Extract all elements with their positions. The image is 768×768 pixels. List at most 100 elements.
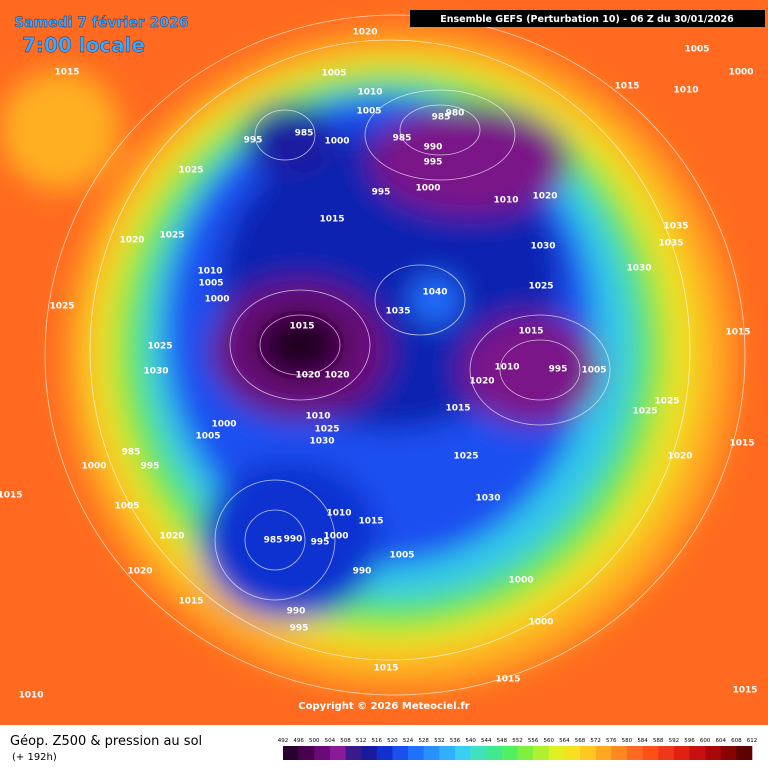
colorbar-tick-label: 544 (481, 738, 492, 744)
isobar-label: 1005 (114, 502, 139, 512)
colorbar-swatch (642, 746, 659, 760)
isobar-label: 1000 (211, 420, 236, 430)
time: 7:00 locale (22, 33, 145, 57)
isobar-label: 980 (446, 109, 465, 119)
colorbar-tick-label: 536 (450, 738, 461, 744)
isobar-label: 1000 (528, 618, 553, 628)
colorbar-tick-label: 540 (465, 738, 476, 744)
colorbar-swatch (533, 746, 550, 760)
isobar-label: 1015 (0, 491, 23, 501)
isobar-label: 1010 (357, 88, 382, 98)
colorbar-swatch (580, 746, 596, 760)
colorbar-tick-label: 532 (434, 738, 445, 744)
isobar-label: 1025 (654, 397, 679, 407)
isobar-label: 1035 (385, 307, 410, 317)
isobar-label: 1015 (358, 517, 383, 527)
colorbar-tick-label: 564 (559, 738, 570, 744)
isobar-label: 1005 (356, 107, 381, 117)
isobar-label: 990 (353, 567, 372, 577)
isobar-label: 1010 (494, 363, 519, 373)
isobar-label: 1040 (422, 288, 447, 298)
colorbar-tick-label: 600 (700, 738, 711, 744)
colorbar-tick-label: 520 (387, 738, 398, 744)
colorbar: 492 496 500 504 508 512 516 520 524 528 532 536 540 5… (278, 738, 757, 760)
colorbar-swatch (298, 746, 315, 760)
colorbar-tick-label: 592 (669, 738, 680, 744)
isobar-label: 1005 (321, 69, 346, 79)
colorbar-swatch (736, 746, 753, 760)
colorbar-tick-label: 572 (590, 738, 601, 744)
colorbar-swatch (501, 746, 518, 760)
isobar-label: 1020 (667, 452, 692, 462)
isobar-label: 1020 (159, 532, 184, 542)
isobar-label: 1015 (518, 327, 543, 337)
isobar-label: 995 (244, 136, 263, 146)
colorbar-swatch (720, 746, 737, 760)
isobar-label: 1020 (127, 567, 152, 577)
colorbar-swatch (345, 746, 362, 760)
isobar-label: 1030 (309, 437, 334, 447)
isobar-label: 995 (424, 158, 443, 168)
colorbar-tick-label: 580 (622, 738, 633, 744)
isobar-label: 985 (264, 536, 283, 546)
colorbar-swatch (486, 746, 503, 760)
colorbar-swatch (314, 746, 331, 760)
isobar-label: 1000 (508, 576, 533, 586)
colorbar-swatch (329, 746, 346, 760)
isobar-label: 1005 (389, 551, 414, 561)
colorbar-tick-label: 516 (372, 738, 383, 744)
isobar-label: 1020 (532, 192, 557, 202)
isobar-label: 1025 (178, 166, 203, 176)
colorbar-swatch (611, 746, 628, 760)
isobar-label: 1025 (147, 342, 172, 352)
colorbar-swatch (689, 746, 706, 760)
colorbar-swatch (439, 746, 456, 760)
colorbar-swatch (595, 746, 612, 760)
isobar-label: 1000 (323, 532, 348, 542)
isobar-label: 995 (290, 624, 309, 634)
isobar-label: 995 (549, 365, 568, 375)
isobar-label: 1000 (81, 462, 106, 472)
colorbar-tick-label: 512 (356, 738, 367, 744)
isobar-label: 1010 (493, 196, 518, 206)
isobar-label: 990 (424, 143, 443, 153)
run-info: Ensemble GEFS (Perturbation 10) - 06 Z d… (440, 14, 734, 25)
colorbar-swatch (626, 746, 643, 760)
isobar-label: 1035 (658, 239, 683, 249)
footer-title: Géop. Z500 & pression au sol (10, 734, 202, 749)
colorbar-tick-label: 492 (278, 738, 289, 744)
colorbar-swatch (564, 746, 581, 760)
isobar-label: 1000 (728, 68, 753, 78)
isobar-label: 1025 (314, 425, 339, 435)
colorbar-tick-label: 508 (340, 738, 351, 744)
footer-subtitle: (+ 192h) (12, 752, 57, 763)
isobar-label: 1015 (729, 439, 754, 449)
colorbar-swatch (283, 746, 299, 760)
isobar-label: 1005 (581, 366, 606, 376)
date: Samedi 7 février 2026 (14, 15, 189, 31)
isobar-label: 1030 (475, 494, 500, 504)
isobar-label: 1000 (204, 295, 229, 305)
colorbar-swatch (361, 746, 378, 760)
isobar-label: 1010 (197, 267, 222, 277)
isobar-label: 995 (311, 538, 330, 548)
isobar-label: 985 (432, 113, 451, 123)
colorbar-swatch (376, 746, 393, 760)
isobar-label: 1005 (684, 45, 709, 55)
isobar-label: 1005 (198, 279, 223, 289)
isobar-label: 1015 (178, 597, 203, 607)
isobar-label: 1025 (632, 407, 657, 417)
colorbar-tick-label: 556 (528, 738, 539, 744)
isobar-label: 985 (122, 448, 141, 458)
isobar-label: 1020 (295, 371, 320, 381)
colorbar-tick-label: 608 (731, 738, 742, 744)
isobar-label: 1020 (119, 236, 144, 246)
isobar-label: 1025 (453, 452, 478, 462)
colorbar-swatch (454, 746, 471, 760)
run-banner (410, 10, 765, 27)
colorbar-swatch (392, 746, 409, 760)
isobar-label: 1015 (373, 664, 398, 674)
isobar-label: 1010 (673, 86, 698, 96)
